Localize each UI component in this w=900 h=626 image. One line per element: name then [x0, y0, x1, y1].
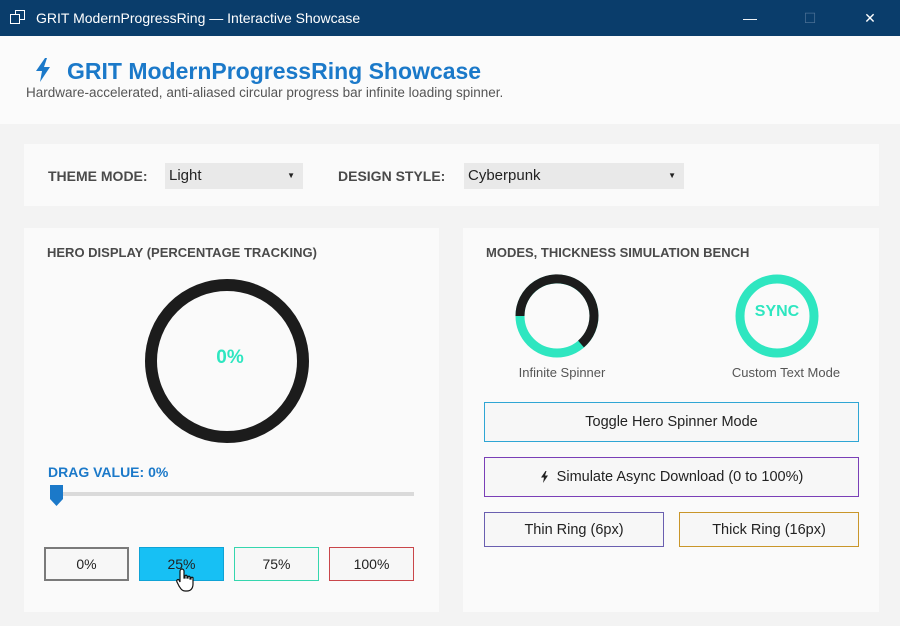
simulate-download-label: Simulate Async Download (0 to 100%)	[556, 469, 804, 485]
custom-ring-text: SYNC	[754, 303, 800, 320]
page-title: GRIT ModernProgressRing Showcase	[67, 58, 482, 84]
page-header	[0, 36, 900, 124]
chevron-down-icon: ▼	[287, 171, 295, 180]
value-slider-thumb[interactable]	[50, 485, 63, 506]
preset-0-button[interactable]: 0%	[44, 547, 129, 581]
hand-cursor-icon	[176, 568, 194, 592]
spinner-caption: Infinite Spinner	[518, 365, 606, 380]
close-button[interactable]: ✕	[864, 9, 876, 26]
bolt-icon	[36, 58, 50, 82]
custom-text-ring	[735, 274, 819, 358]
hero-percent-text: 0%	[216, 347, 244, 368]
theme-mode-value: Light	[169, 167, 202, 184]
custom-text-caption: Custom Text Mode	[731, 365, 841, 380]
window-controls: — ☐ ✕	[720, 0, 900, 36]
window-title: GRIT ModernProgressRing — Interactive Sh…	[36, 10, 361, 26]
toggle-spinner-button[interactable]: Toggle Hero Spinner Mode	[484, 402, 859, 442]
simulate-download-button[interactable]: Simulate Async Download (0 to 100%)	[484, 457, 859, 497]
theme-mode-label: THEME MODE:	[48, 168, 148, 184]
design-style-value: Cyberpunk	[468, 167, 541, 184]
hero-section-title: HERO DISPLAY (PERCENTAGE TRACKING)	[47, 245, 317, 260]
bench-section-title: MODES, THICKNESS SIMULATION BENCH	[486, 245, 750, 260]
maximize-button[interactable]: ☐	[803, 9, 817, 26]
preset-100-button[interactable]: 100%	[329, 547, 414, 581]
drag-value-label: DRAG VALUE: 0%	[48, 464, 169, 480]
app-icon	[10, 10, 26, 26]
thin-ring-button[interactable]: Thin Ring (6px)	[484, 512, 664, 547]
title-bar: GRIT ModernProgressRing — Interactive Sh…	[0, 0, 900, 36]
infinite-spinner-ring	[515, 274, 599, 358]
hero-progress-ring	[145, 279, 309, 443]
minimize-button[interactable]: —	[743, 10, 757, 26]
bolt-icon	[540, 471, 548, 483]
preset-75-button[interactable]: 75%	[234, 547, 319, 581]
design-style-label: DESIGN STYLE:	[338, 168, 446, 184]
page-subtitle: Hardware-accelerated, anti-aliased circu…	[26, 85, 504, 100]
thick-ring-button[interactable]: Thick Ring (16px)	[679, 512, 859, 547]
chevron-down-icon: ▼	[668, 171, 676, 180]
theme-panel	[24, 144, 879, 206]
value-slider-track[interactable]	[56, 492, 414, 496]
design-style-select[interactable]: Cyberpunk ▼	[464, 163, 684, 189]
theme-mode-select[interactable]: Light ▼	[165, 163, 303, 189]
